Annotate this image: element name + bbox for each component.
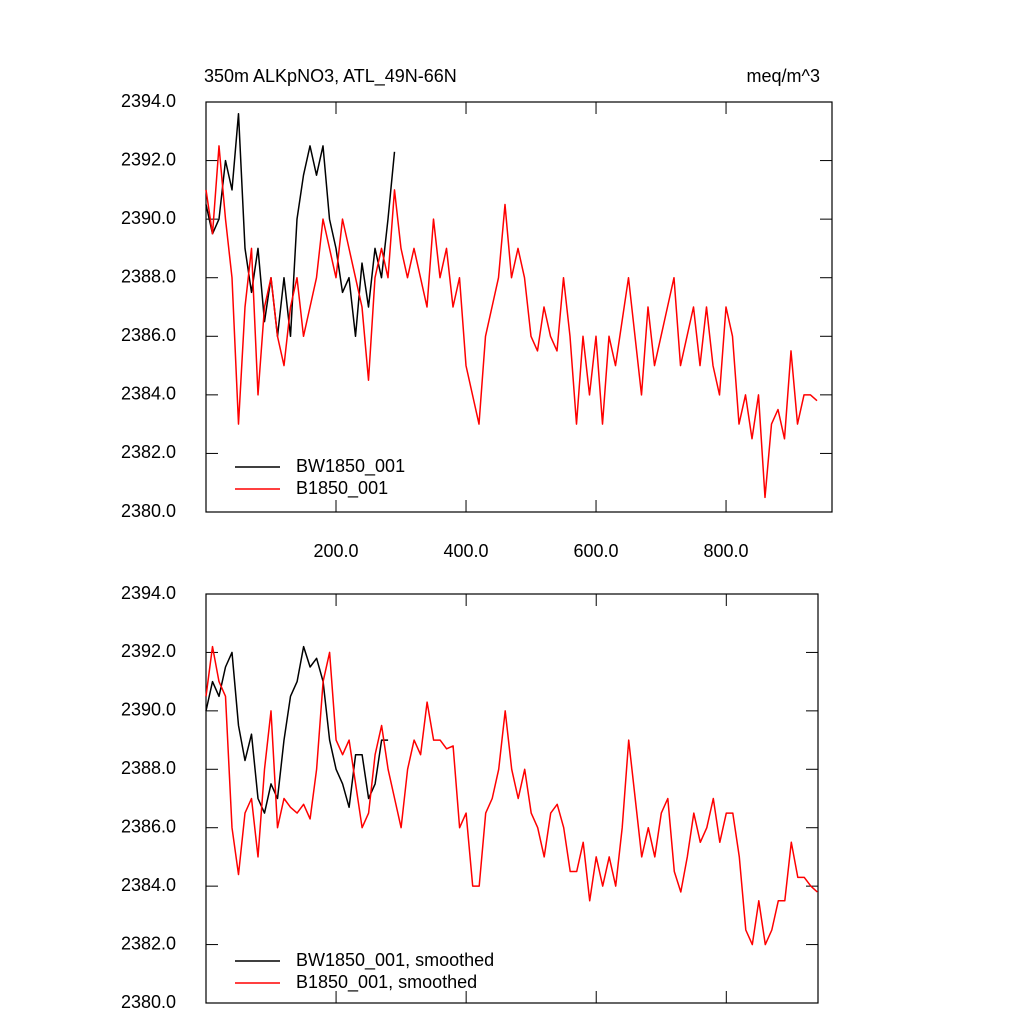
x-tick-label: 200.0 bbox=[313, 541, 358, 561]
data-line bbox=[205, 645, 818, 946]
y-tick-label: 2392.0 bbox=[121, 641, 176, 661]
y-tick-label: 2386.0 bbox=[121, 816, 176, 836]
y-tick-label: 2394.0 bbox=[121, 583, 176, 603]
y-tick-label: 2388.0 bbox=[121, 758, 176, 778]
y-tick-label: 2392.0 bbox=[121, 149, 176, 169]
data-line bbox=[205, 645, 389, 814]
legend-label: B1850_001 bbox=[296, 478, 388, 499]
legend-label: BW1850_001, smoothed bbox=[296, 950, 494, 971]
plot-frame bbox=[205, 593, 819, 1004]
legend-label: B1850_001, smoothed bbox=[296, 972, 477, 993]
x-tick-label: 800.0 bbox=[704, 541, 749, 561]
x-tick-label: 400.0 bbox=[443, 541, 488, 561]
y-tick-label: 2388.0 bbox=[121, 266, 176, 286]
data-line bbox=[205, 145, 818, 499]
y-tick-label: 2384.0 bbox=[121, 384, 176, 404]
y-tick-label: 2386.0 bbox=[121, 325, 176, 345]
chart-title: 350m ALKpNO3, ATL_49N-66N bbox=[204, 66, 457, 87]
units-label: meq/m^3 bbox=[747, 66, 820, 86]
y-tick-label: 2380.0 bbox=[121, 992, 176, 1012]
y-tick-label: 2382.0 bbox=[121, 442, 176, 462]
y-tick-label: 2380.0 bbox=[121, 501, 176, 521]
y-tick-label: 2390.0 bbox=[121, 208, 176, 228]
legend-label: BW1850_001 bbox=[296, 456, 405, 477]
y-tick-label: 2390.0 bbox=[121, 700, 176, 720]
y-tick-label: 2394.0 bbox=[121, 91, 176, 111]
data-line bbox=[205, 112, 396, 338]
plot-frame bbox=[205, 101, 833, 513]
x-tick-label: 600.0 bbox=[574, 541, 619, 561]
y-tick-label: 2382.0 bbox=[121, 933, 176, 953]
y-tick-label: 2384.0 bbox=[121, 875, 176, 895]
